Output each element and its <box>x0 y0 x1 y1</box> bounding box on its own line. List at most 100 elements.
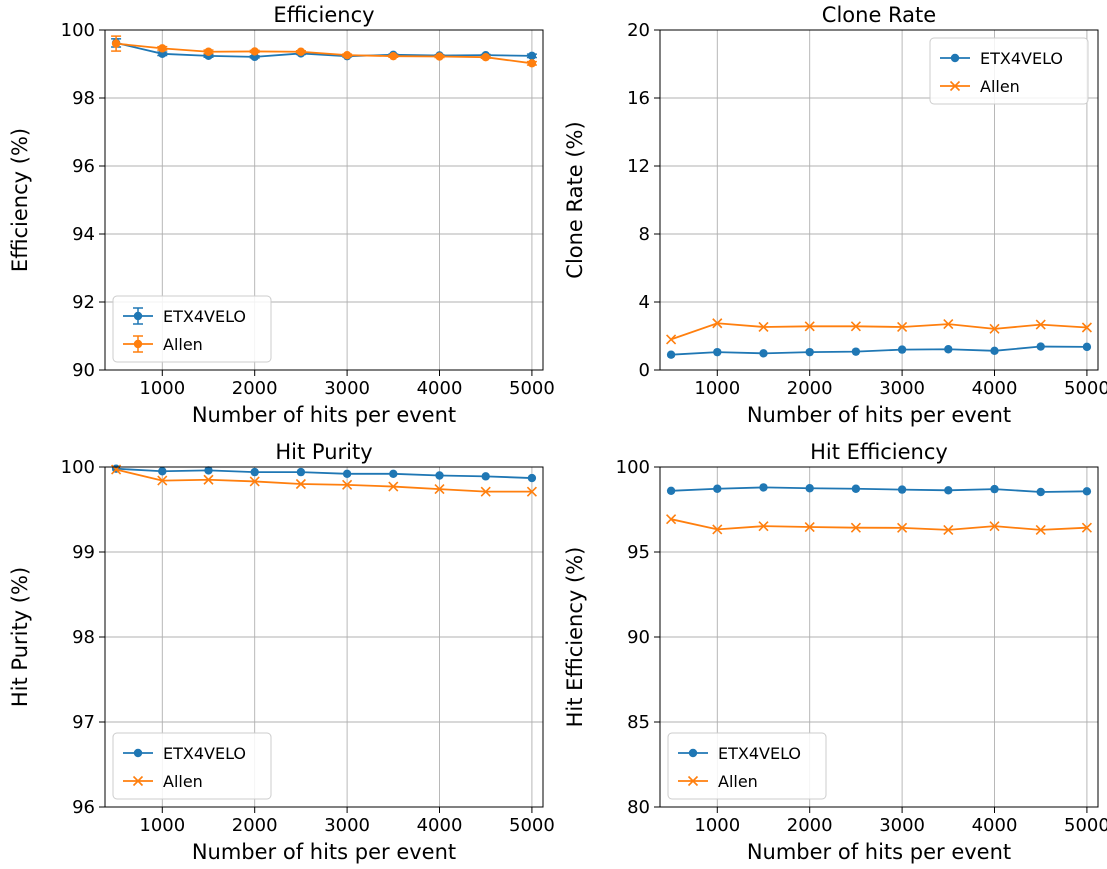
y-tick-label: 98 <box>72 627 95 648</box>
data-point <box>989 521 1000 532</box>
data-point <box>526 486 537 497</box>
data-point <box>111 39 121 48</box>
x-tick-label: 2000 <box>787 815 833 836</box>
data-point <box>805 347 814 357</box>
legend-marker <box>688 748 698 758</box>
data-point <box>897 345 907 354</box>
data-point <box>990 484 999 494</box>
data-point <box>897 485 907 494</box>
data-point <box>944 345 953 354</box>
data-point <box>250 467 259 477</box>
legend-label: Allen <box>163 335 203 354</box>
y-tick-label: 0 <box>639 360 650 381</box>
data-point <box>435 52 444 61</box>
x-tick-label: 4000 <box>972 815 1018 836</box>
data-point <box>990 346 999 355</box>
legend: ETX4VELO Allen <box>667 732 827 800</box>
data-point <box>1036 342 1045 351</box>
chart-title: Clone Rate <box>822 3 936 27</box>
x-axis-label: Number of hits per event <box>192 840 456 864</box>
legend-label: ETX4VELO <box>163 307 246 326</box>
data-point <box>758 521 769 532</box>
data-point <box>944 486 953 495</box>
data-point <box>712 524 723 535</box>
data-point <box>666 486 676 495</box>
legend-marker <box>133 748 143 758</box>
x-tick-label: 3000 <box>879 378 925 399</box>
legend-label: Allen <box>163 772 203 791</box>
data-point <box>389 51 398 61</box>
y-tick-label: 95 <box>627 542 650 563</box>
chart-title: Hit Efficiency <box>810 440 948 464</box>
chart-panel-2: 1000 2000 3000 4000 5000 0 4 8 12 16 20 Clone Rate N… <box>563 3 1107 427</box>
y-tick-label: 20 <box>627 20 650 41</box>
data-point <box>250 47 259 56</box>
legend: ETX4VELO Allen <box>929 37 1089 105</box>
x-tick-label: 5000 <box>509 815 555 836</box>
legend: ETX4VELO Allen <box>112 732 272 800</box>
legend-frame <box>112 732 272 800</box>
legend-item-etx4velo: ETX4VELO <box>678 744 801 763</box>
y-tick-label: 99 <box>72 542 95 563</box>
data-point <box>666 334 677 345</box>
series-line <box>671 345 1087 356</box>
legend-item-etx4velo: ETX4VELO <box>940 49 1063 68</box>
legend-label: Allen <box>718 772 758 791</box>
data-point <box>1036 487 1045 497</box>
legend-item-etx4velo: ETX4VELO <box>123 307 246 326</box>
legend-item-allen: Allen <box>940 77 1020 96</box>
legend-item-allen: Allen <box>123 335 203 354</box>
y-tick-label: 96 <box>72 797 95 818</box>
data-point <box>759 349 768 358</box>
data-point <box>388 481 399 492</box>
data-point <box>758 321 769 333</box>
legend-marker <box>949 80 961 92</box>
data-point <box>1035 524 1046 535</box>
y-tick-label: 92 <box>72 292 95 313</box>
data-point <box>713 347 722 357</box>
legend-marker <box>133 311 143 321</box>
data-point <box>851 347 861 356</box>
data-point <box>480 486 491 497</box>
x-tick-label: 3000 <box>324 378 370 399</box>
x-tick-label: 4000 <box>417 815 463 836</box>
data-point <box>296 467 306 477</box>
y-tick-label: 12 <box>627 156 650 177</box>
series-etx4velo <box>666 342 1092 359</box>
series-allen <box>666 318 1092 345</box>
data-point <box>204 466 213 475</box>
data-point <box>203 474 214 485</box>
legend-item-allen: Allen <box>123 772 203 791</box>
data-point <box>943 319 954 330</box>
data-point <box>804 521 815 533</box>
data-point <box>850 522 861 533</box>
data-point <box>342 469 352 478</box>
axes-frame <box>104 29 544 371</box>
data-point <box>713 484 722 493</box>
legend-frame <box>667 732 827 800</box>
x-tick-label: 1000 <box>694 815 740 836</box>
data-point <box>342 50 352 60</box>
axes-frame <box>104 466 544 808</box>
x-tick-label: 1000 <box>139 815 185 836</box>
x-tick-label: 5000 <box>1064 378 1107 399</box>
data-point <box>158 44 167 53</box>
data-point <box>897 522 908 533</box>
y-tick-label: 98 <box>72 88 95 109</box>
data-point <box>1081 522 1092 533</box>
x-tick-label: 1000 <box>694 378 740 399</box>
chart-panel-1: 1000 2000 3000 4000 5000 90 92 94 96 98 100 Efficie… <box>8 3 555 427</box>
chart-title: Hit Purity <box>275 440 372 464</box>
x-tick-label: 2000 <box>787 378 833 399</box>
y-tick-label: 97 <box>72 712 95 733</box>
y-tick-label: 85 <box>627 712 650 733</box>
x-tick-label: 5000 <box>509 378 555 399</box>
data-point <box>158 467 167 476</box>
data-point <box>434 484 445 495</box>
x-tick-label: 2000 <box>232 815 278 836</box>
series-etx4velo <box>111 464 537 483</box>
legend-marker <box>132 775 144 787</box>
data-point <box>204 47 213 56</box>
chart-title: Efficiency <box>273 3 374 27</box>
